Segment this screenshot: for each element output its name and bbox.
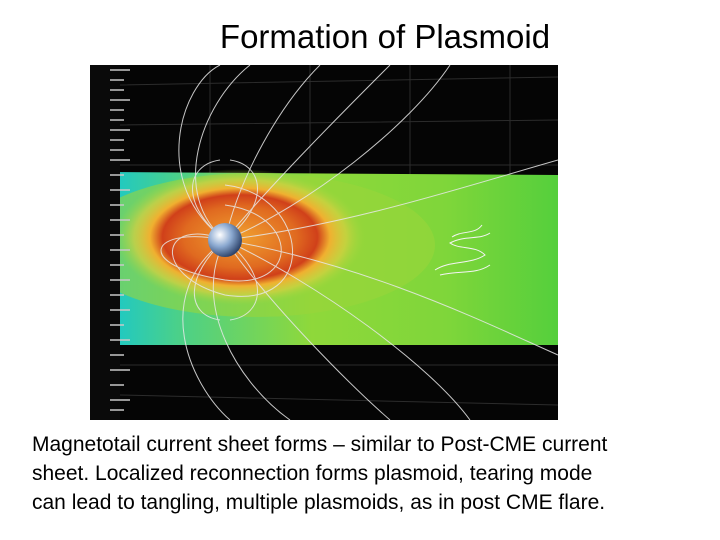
slide-title: Formation of Plasmoid (219, 18, 551, 55)
earth (208, 223, 242, 257)
ruler (90, 65, 130, 420)
caption: Magnetotail current sheet forms – simila… (32, 430, 712, 517)
field-lines (160, 65, 558, 420)
caption-line: can lead to tangling, multiple plasmoids… (32, 491, 606, 514)
caption-line: Magnetotail current sheet forms – simila… (32, 433, 608, 456)
caption-line: sheet. Localized reconnection forms plas… (32, 462, 593, 485)
simulation-image (90, 65, 558, 420)
plasmoid (434, 224, 491, 276)
back-grid (119, 65, 558, 406)
